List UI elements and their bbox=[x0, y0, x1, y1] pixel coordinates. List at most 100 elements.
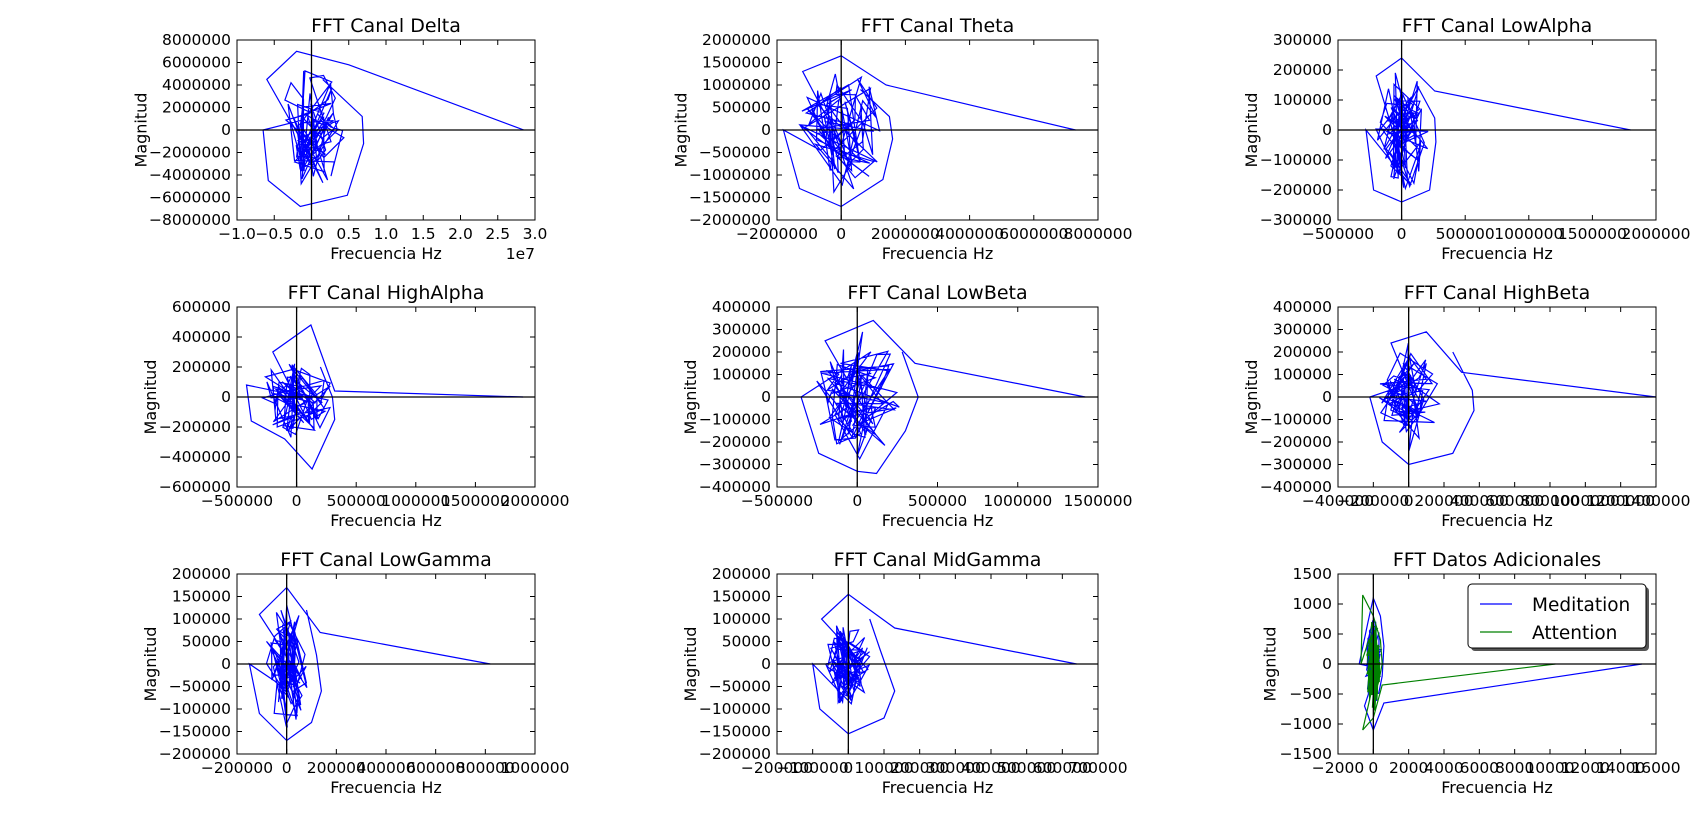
x-tick-label: 2.5 bbox=[485, 225, 510, 243]
series-line-1 bbox=[1365, 57, 1631, 203]
y-tick-label: 500 bbox=[1302, 625, 1332, 643]
x-tick-label: 500000 bbox=[997, 759, 1056, 777]
legend-box bbox=[1467, 583, 1647, 649]
y-tick-label: −200000 bbox=[159, 418, 231, 436]
y-tick-label: −50000 bbox=[709, 678, 771, 696]
y-tick-label: −8000000 bbox=[149, 211, 231, 229]
y-tick-label: 0 bbox=[221, 121, 231, 139]
x-tick-label: 0 bbox=[1404, 492, 1414, 510]
y-tick-label: 1500 bbox=[1293, 565, 1332, 583]
legend: Meditation Attention bbox=[1467, 583, 1649, 651]
y-tick-label: 100000 bbox=[172, 610, 231, 628]
x-tick-label: −2000000 bbox=[736, 225, 818, 243]
y-tick-label: 200000 bbox=[712, 343, 771, 361]
y-tick-label: −200000 bbox=[1260, 181, 1332, 199]
y-axis-label: Magnitud bbox=[1242, 360, 1261, 435]
y-tick-label: 2000000 bbox=[702, 31, 771, 49]
y-tick-label: −6000000 bbox=[149, 189, 231, 207]
y-axis-label: Magnitud bbox=[681, 627, 700, 702]
x-tick-label: 8000000 bbox=[1063, 225, 1132, 243]
x-axis-label: Frecuencia Hz bbox=[882, 778, 994, 797]
y-tick-label: −50000 bbox=[169, 678, 231, 696]
x-axis-label: Frecuencia Hz bbox=[1441, 244, 1553, 263]
x-tick-label: 200000 bbox=[307, 759, 366, 777]
x-axis-label: Frecuencia Hz bbox=[882, 511, 994, 530]
chart-title: FFT Canal HighBeta bbox=[1404, 282, 1591, 304]
x-tick-label: 1.0 bbox=[374, 225, 399, 243]
chart-title: FFT Canal MidGamma bbox=[834, 549, 1042, 571]
x-axis-label: Frecuencia Hz bbox=[882, 244, 994, 263]
chart-title: FFT Canal HighAlpha bbox=[288, 282, 485, 304]
series-line-1 bbox=[800, 319, 1086, 475]
x-tick-label: 500000 bbox=[327, 492, 386, 510]
x-axis-label: Frecuencia Hz bbox=[1441, 778, 1553, 797]
x-axis-label: Frecuencia Hz bbox=[1441, 511, 1553, 530]
series-line-1 bbox=[248, 586, 491, 742]
y-tick-label: −4000000 bbox=[149, 166, 231, 184]
y-tick-label: 6000000 bbox=[162, 54, 231, 72]
series-line-1 bbox=[782, 55, 1076, 208]
x-tick-label: 1500000 bbox=[1063, 492, 1132, 510]
y-tick-label: −100000 bbox=[699, 700, 771, 718]
x-tick-label: 2000 bbox=[1389, 759, 1428, 777]
y-tick-label: 0 bbox=[221, 655, 231, 673]
chart-panel-7: −200000 0 2000004000006000008000001000000−… bbox=[141, 549, 570, 797]
x-tick-label: 200000 bbox=[1414, 492, 1473, 510]
x-tick-label: 0 bbox=[836, 225, 846, 243]
x-tick-label: −400000 bbox=[1302, 492, 1374, 510]
x-tick-label: 200000 bbox=[890, 759, 949, 777]
x-tick-label: 0.5 bbox=[336, 225, 361, 243]
x-tick-label: 1200000 bbox=[1586, 492, 1655, 510]
y-axis-label: Magnitud bbox=[672, 93, 691, 168]
x-offset-label: 1e7 bbox=[506, 245, 535, 263]
y-tick-label: 0 bbox=[1322, 655, 1332, 673]
chart-panel-4: −500000 0 500000100000015000002000000−6000… bbox=[141, 282, 570, 530]
y-axis-label: Magnitud bbox=[141, 360, 160, 435]
x-tick-label: 2.0 bbox=[448, 225, 473, 243]
x-tick-label: −500000 bbox=[1302, 225, 1374, 243]
y-tick-label: 1000000 bbox=[702, 76, 771, 94]
x-tick-label: 2000000 bbox=[1621, 225, 1690, 243]
y-tick-label: −100000 bbox=[699, 411, 771, 429]
chart-title: FFT Canal LowBeta bbox=[847, 282, 1027, 304]
y-tick-label: −2000000 bbox=[689, 211, 771, 229]
chart-panel-1: −1.0 −0.5 0.0 0.5 1.0 1.5 2.0 2.5 3.0 −8000000 −60… bbox=[132, 15, 548, 263]
x-tick-label: 700000 bbox=[1068, 759, 1127, 777]
y-tick-label: 200000 bbox=[172, 358, 231, 376]
x-tick-label: 0 bbox=[282, 759, 292, 777]
x-tick-label: 1000000 bbox=[1551, 492, 1620, 510]
y-tick-label: −400000 bbox=[1260, 478, 1332, 496]
x-tick-label: 14000 bbox=[1596, 759, 1645, 777]
y-axis-label: Magnitud bbox=[141, 627, 160, 702]
y-tick-label: 50000 bbox=[722, 633, 771, 651]
x-tick-label: 400000 bbox=[961, 759, 1020, 777]
x-tick-label: −500000 bbox=[741, 492, 813, 510]
y-tick-label: −200000 bbox=[699, 745, 771, 763]
y-tick-label: 300000 bbox=[1273, 321, 1332, 339]
x-tick-label: 600000 bbox=[1485, 492, 1544, 510]
x-tick-label: 6000000 bbox=[999, 225, 1068, 243]
y-tick-label: −300000 bbox=[699, 456, 771, 474]
x-tick-label: 1500000 bbox=[1558, 225, 1627, 243]
chart-title: FFT Canal LowAlpha bbox=[1402, 15, 1593, 37]
chart-title: FFT Canal Theta bbox=[861, 15, 1015, 37]
y-axis-label: Magnitud bbox=[1242, 93, 1261, 168]
y-tick-label: 100000 bbox=[712, 366, 771, 384]
x-tick-label: −100000 bbox=[777, 759, 849, 777]
x-tick-label: 0 bbox=[843, 759, 853, 777]
y-tick-label: 50000 bbox=[182, 633, 231, 651]
x-tick-label: 8000 bbox=[1495, 759, 1534, 777]
y-tick-label: 200000 bbox=[172, 565, 231, 583]
y-tick-label: −200000 bbox=[159, 745, 231, 763]
x-tick-label: 1.5 bbox=[411, 225, 436, 243]
x-tick-label: 0.0 bbox=[299, 225, 324, 243]
y-tick-label: −1500000 bbox=[689, 189, 771, 207]
x-tick-label: 0 bbox=[1368, 759, 1378, 777]
y-tick-label: 600000 bbox=[172, 298, 231, 316]
x-axis-label: Frecuencia Hz bbox=[330, 511, 442, 530]
y-tick-label: 100000 bbox=[712, 610, 771, 628]
x-tick-label: 400000 bbox=[356, 759, 415, 777]
x-tick-label: 1000000 bbox=[983, 492, 1052, 510]
y-tick-label: −300000 bbox=[1260, 456, 1332, 474]
